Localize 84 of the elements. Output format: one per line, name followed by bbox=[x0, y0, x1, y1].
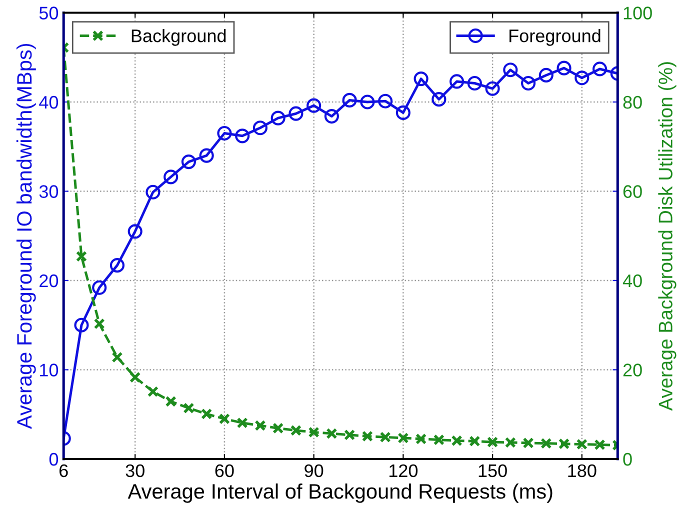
point bbox=[146, 184, 160, 200]
point bbox=[201, 408, 212, 420]
x-tick-label: 6 bbox=[60, 464, 68, 478]
y2-tick-label: 60 bbox=[623, 185, 642, 198]
x-axis-title: Average Interval of Backgound Requests (ms) bbox=[128, 483, 552, 503]
point bbox=[451, 435, 462, 446]
y2-tick-label: 100 bbox=[624, 6, 652, 20]
y2-tick-label: 20 bbox=[623, 364, 642, 376]
x-tick-label: 60 bbox=[215, 464, 234, 478]
point bbox=[504, 436, 516, 448]
point bbox=[378, 94, 393, 108]
point bbox=[558, 438, 570, 450]
y-tick-label: 40 bbox=[39, 96, 58, 109]
point bbox=[326, 428, 338, 440]
point bbox=[181, 154, 196, 170]
y-axis-title: Average Foreground IO bandwidth(MBps) bbox=[16, 44, 36, 430]
point bbox=[576, 438, 588, 450]
point bbox=[522, 437, 534, 448]
point bbox=[594, 439, 606, 450]
y2-tick-label: 0 bbox=[623, 452, 632, 466]
x-tick-label: 120 bbox=[390, 464, 418, 478]
point bbox=[414, 72, 428, 86]
point bbox=[254, 420, 266, 432]
point bbox=[76, 250, 88, 262]
point bbox=[520, 76, 536, 91]
y2-tick-label: 80 bbox=[623, 96, 642, 109]
x-tick-label: 180 bbox=[568, 464, 596, 478]
point bbox=[324, 108, 339, 124]
x-tick-label: 150 bbox=[478, 464, 507, 478]
point bbox=[592, 62, 608, 76]
point bbox=[199, 148, 214, 163]
point bbox=[344, 429, 356, 440]
point bbox=[164, 170, 178, 184]
point bbox=[416, 433, 427, 444]
point bbox=[540, 438, 552, 449]
point bbox=[288, 106, 304, 121]
point bbox=[380, 432, 391, 443]
point bbox=[272, 422, 284, 434]
point bbox=[450, 74, 464, 89]
point bbox=[217, 126, 232, 141]
point bbox=[362, 430, 373, 442]
y-tick-label: 30 bbox=[39, 185, 58, 198]
point bbox=[147, 386, 159, 398]
point bbox=[112, 352, 123, 363]
point bbox=[165, 396, 176, 407]
point bbox=[110, 258, 125, 273]
x-tick-label: 30 bbox=[126, 464, 144, 478]
point bbox=[290, 424, 302, 436]
point bbox=[556, 60, 572, 76]
point bbox=[130, 372, 141, 383]
point bbox=[433, 434, 444, 446]
point bbox=[236, 417, 248, 428]
y-tick-label: 10 bbox=[40, 364, 58, 376]
point bbox=[396, 105, 410, 120]
point bbox=[252, 120, 268, 136]
point bbox=[467, 76, 482, 91]
point bbox=[92, 280, 107, 295]
point bbox=[342, 92, 357, 108]
point bbox=[306, 98, 322, 113]
point bbox=[538, 68, 554, 83]
legend-label: Foreground bbox=[510, 29, 600, 46]
point bbox=[218, 413, 230, 424]
point bbox=[360, 94, 375, 110]
point bbox=[94, 318, 105, 330]
point bbox=[183, 402, 194, 414]
point bbox=[308, 426, 320, 438]
y-tick-label: 20 bbox=[40, 274, 58, 288]
point bbox=[432, 92, 446, 107]
point bbox=[398, 432, 409, 444]
point bbox=[469, 436, 480, 447]
point bbox=[74, 318, 89, 332]
y-tick-label: 50 bbox=[39, 6, 58, 20]
y2-axis-title: Average Background Disk Utilization (%) bbox=[658, 62, 676, 411]
legend-label: Background bbox=[132, 29, 226, 46]
x-tick-label: 90 bbox=[304, 464, 324, 478]
point bbox=[485, 81, 500, 96]
y2-tick-label: 40 bbox=[622, 274, 642, 288]
point bbox=[574, 70, 590, 86]
point bbox=[503, 62, 518, 78]
point bbox=[128, 224, 142, 239]
point bbox=[486, 436, 498, 448]
y-tick-label: 0 bbox=[49, 452, 58, 466]
point bbox=[235, 128, 250, 144]
point bbox=[270, 110, 286, 126]
